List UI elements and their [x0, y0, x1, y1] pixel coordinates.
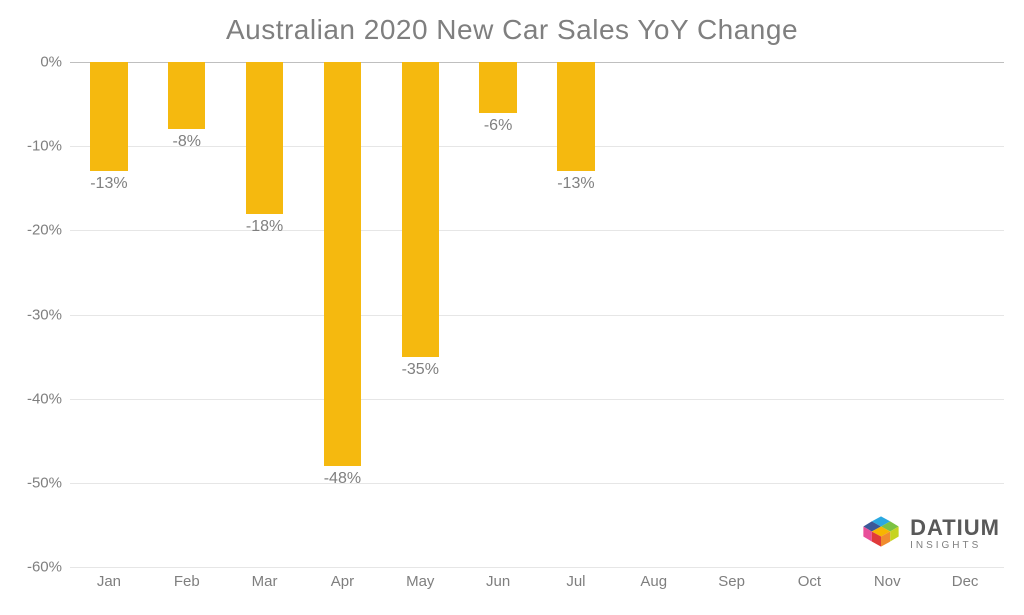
y-axis-tick: 0% — [40, 54, 62, 71]
chart-bar — [246, 62, 283, 214]
gridline — [70, 567, 1004, 568]
logo-brand-text: DATIUM — [910, 517, 1000, 539]
y-axis-tick: -50% — [27, 474, 62, 491]
x-axis-tick: May — [406, 573, 434, 590]
chart-bar — [557, 62, 594, 171]
y-axis-tick: -30% — [27, 306, 62, 323]
chart-bar — [90, 62, 127, 171]
chart-title: Australian 2020 New Car Sales YoY Change — [0, 0, 1024, 46]
bar-value-label: -13% — [90, 175, 127, 193]
x-axis-tick: Oct — [798, 573, 821, 590]
x-axis-tick: Jul — [566, 573, 585, 590]
x-axis-tick: Feb — [174, 573, 200, 590]
chart-bar — [168, 62, 205, 129]
y-axis-tick: -20% — [27, 222, 62, 239]
datium-logo-icon — [860, 513, 902, 555]
x-axis-tick: Sep — [718, 573, 745, 590]
bar-value-label: -35% — [402, 361, 439, 379]
y-axis-tick: -10% — [27, 138, 62, 155]
x-axis-tick: Jun — [486, 573, 510, 590]
bar-value-label: -48% — [324, 470, 361, 488]
bar-value-label: -6% — [484, 117, 512, 135]
gridline — [70, 146, 1004, 147]
gridline — [70, 62, 1004, 63]
y-axis-tick: -60% — [27, 559, 62, 576]
gridline — [70, 230, 1004, 231]
chart-bar — [402, 62, 439, 357]
chart-bar — [324, 62, 361, 466]
x-axis-tick: Apr — [331, 573, 354, 590]
chart-bar — [479, 62, 516, 113]
bar-value-label: -13% — [557, 175, 594, 193]
x-axis-tick: Jan — [97, 573, 121, 590]
logo-sub-text: INSIGHTS — [910, 541, 1000, 551]
brand-logo: DATIUM INSIGHTS — [860, 513, 1000, 555]
y-axis-tick: -40% — [27, 390, 62, 407]
bar-value-label: -18% — [246, 218, 283, 236]
x-axis-tick: Mar — [252, 573, 278, 590]
plot-area: 0%-10%-20%-30%-40%-50%-60%Jan-13%Feb-8%M… — [70, 62, 1004, 567]
gridline — [70, 483, 1004, 484]
gridline — [70, 399, 1004, 400]
x-axis-tick: Aug — [640, 573, 667, 590]
x-axis-tick: Dec — [952, 573, 979, 590]
bar-value-label: -8% — [173, 133, 201, 151]
gridline — [70, 315, 1004, 316]
x-axis-tick: Nov — [874, 573, 901, 590]
